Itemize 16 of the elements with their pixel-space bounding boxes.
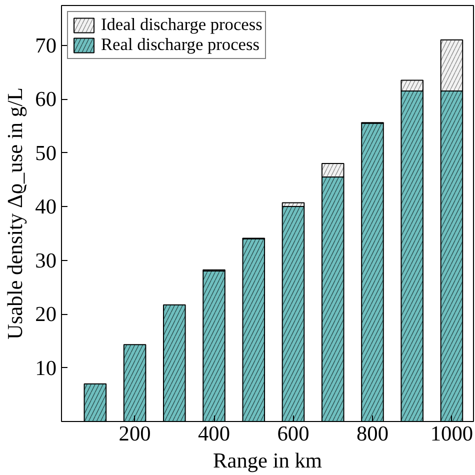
x-tick-label: 200 — [118, 422, 151, 446]
x-tick-label: 600 — [277, 422, 310, 446]
y-tick-label: 50 — [35, 140, 56, 165]
x-tick-label: 800 — [356, 422, 388, 446]
x-tick-label: 400 — [198, 422, 230, 446]
legend-label: Real discharge process — [101, 35, 260, 55]
y-tick-label: 10 — [35, 356, 56, 380]
x-tick-label: 1000 — [430, 422, 474, 446]
y-tick-label: 40 — [35, 194, 56, 219]
legend-label: Ideal discharge process — [101, 15, 262, 35]
x-axis-title: Range in km — [213, 448, 322, 472]
y-axis-title: Usable density Δϱ_use in g/L — [3, 87, 28, 340]
y-tick-label: 20 — [35, 302, 56, 326]
y-tick-label: 60 — [35, 87, 56, 112]
y-tick-label: 70 — [35, 33, 56, 58]
y-tick-label: 30 — [35, 248, 56, 272]
